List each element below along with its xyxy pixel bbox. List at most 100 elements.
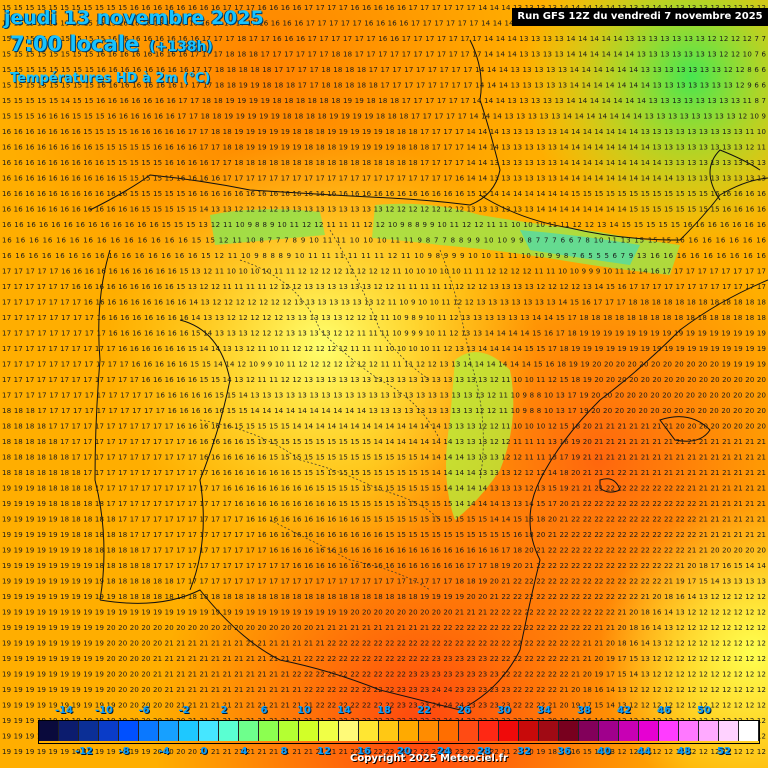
color-scale-swatch	[379, 721, 399, 741]
color-scale-label: 50	[697, 705, 711, 716]
color-scale-label: 52	[717, 746, 731, 757]
color-scale-label: 34	[537, 705, 551, 716]
map-value-row: 19 19 19 19 19 19 19 19 19 20 20 20 20 2…	[2, 624, 766, 632]
color-scale-swatch	[399, 721, 419, 741]
color-scale-label: 18	[377, 705, 391, 716]
color-scale-swatch	[699, 721, 719, 741]
color-scale-label: -12	[74, 746, 94, 757]
color-scale-swatch	[339, 721, 359, 741]
map-value-row: 17 17 17 17 17 17 17 17 17 16 16 16 16 1…	[2, 330, 766, 338]
map-value-row: 19 19 19 18 18 18 18 18 17 17 17 17 17 1…	[2, 485, 766, 493]
color-scale-label: 38	[577, 705, 591, 716]
color-scale-swatch	[139, 721, 159, 741]
color-scale-swatch	[519, 721, 539, 741]
map-value-row: 16 16 16 16 16 16 16 16 16 16 16 16 16 1…	[2, 237, 767, 245]
map-value-row: 19 19 19 19 19 19 18 18 18 18 18 17 17 1…	[2, 531, 766, 539]
color-scale-label: -4	[158, 746, 170, 757]
map-value-row: 19 19 19 19 19 19 19 19 19 19 20 20 20 2…	[2, 702, 766, 710]
color-scale-label: 42	[617, 705, 631, 716]
lead-time: (+138h)	[149, 39, 213, 55]
map-value-row: 15 15 15 15 15 15 15 15 16 16 16 16 16 1…	[2, 82, 767, 90]
map-value-row: 16 16 16 16 16 16 16 16 16 16 16 15 15 1…	[2, 190, 767, 198]
color-scale-label: 30	[497, 705, 511, 716]
color-scale-label: 32	[517, 746, 531, 757]
color-scale-swatch	[299, 721, 319, 741]
color-scale-label: 4	[240, 746, 248, 757]
color-scale-swatch	[259, 721, 279, 741]
map-value-row: 17 17 17 17 17 17 16 16 16 16 16 16 16 1…	[2, 283, 766, 291]
map-value-row: 15 15 15 15 15 15 15 15 16 16 16 16 16 1…	[2, 51, 767, 59]
map-value-row: 18 18 18 18 18 18 18 17 17 17 17 17 17 1…	[2, 469, 766, 477]
color-scale-label: 22	[417, 705, 431, 716]
color-scale-swatch	[659, 721, 679, 741]
forecast-date: jeudi 13 novembre 2025	[4, 7, 264, 29]
map-value-row: 15 15 15 15 15 15 15 15 15 15 15 16 16 1…	[2, 4, 766, 12]
map-value-row: 18 18 18 18 17 17 17 17 17 17 17 17 17 1…	[2, 423, 766, 431]
map-value-row: 17 17 17 17 17 17 17 17 17 17 17 17 17 1…	[2, 392, 766, 400]
map-value-row: 15 15 15 15 15 15 15 15 16 16 16 16 16 1…	[2, 66, 767, 74]
color-scale-swatch	[99, 721, 119, 741]
color-scale-label: 10	[297, 705, 311, 716]
map-value-row: 19 19 19 19 19 19 19 18 18 18 18 18 17 1…	[2, 547, 766, 555]
color-scale-swatch	[79, 721, 99, 741]
color-scale-label: 28	[477, 746, 491, 757]
color-scale-swatch	[539, 721, 559, 741]
map-value-row: 18 18 18 17 17 17 17 17 17 17 17 17 17 1…	[2, 407, 766, 415]
color-scale-label: 48	[677, 746, 691, 757]
color-scale-swatch	[679, 721, 699, 741]
color-scale-label: -2	[178, 705, 190, 716]
map-value-row: 19 19 19 19 18 18 18 18 18 17 17 17 17 1…	[2, 500, 766, 508]
map-value-row: 19 19 19 19 19 19 19 19 19 19 18 18 18 1…	[2, 593, 766, 601]
map-value-row: 15 15 15 15 15 15 15 15 15 15 16 16 16 1…	[2, 20, 766, 28]
color-scale-swatch	[619, 721, 639, 741]
map-value-row: 16 16 16 16 16 16 16 16 16 16 16 16 16 1…	[2, 221, 767, 229]
map-value-row: 17 17 17 17 17 17 17 17 17 17 16 16 16 1…	[2, 345, 766, 353]
parameter-title: Températures HD à 2m (°C)	[10, 71, 211, 86]
color-scale-swatch	[319, 721, 339, 741]
color-scale	[38, 720, 760, 744]
map-value-row: 16 16 16 16 16 16 16 15 15 15 15 16 16 1…	[2, 128, 766, 136]
color-scale-swatch	[599, 721, 619, 741]
map-value-row: 17 17 17 17 17 16 16 16 16 16 16 16 16 1…	[2, 268, 766, 276]
map-value-row: 17 17 17 17 17 17 17 17 17 17 17 17 16 1…	[2, 376, 766, 384]
color-scale-swatch	[119, 721, 139, 741]
color-scale-label: -8	[118, 746, 130, 757]
map-value-row: 16 16 16 16 16 16 16 16 16 16 16 16 15 1…	[2, 206, 767, 214]
color-scale-label: 24	[437, 746, 451, 757]
color-scale-swatch	[419, 721, 439, 741]
map-value-row: 17 17 17 17 17 17 17 17 17 17 17 16 16 1…	[2, 361, 766, 369]
map-value-row: 16 16 16 16 16 16 16 16 16 15 15 15 15 1…	[2, 159, 766, 167]
map-value-row: 17 17 17 17 17 17 17 17 16 16 16 16 16 1…	[2, 314, 766, 322]
color-scale-label: 12	[317, 746, 331, 757]
map-value-row: 19 19 19 19 19 19 19 19 18 18 18 18 18 1…	[2, 562, 767, 570]
map-value-row: 18 18 18 18 18 17 17 17 17 17 17 17 17 1…	[2, 438, 766, 446]
map-value-row: 19 19 19 19 19 19 19 19 19 20 20 20 20 2…	[2, 671, 766, 679]
color-scale-label: 46	[657, 705, 671, 716]
color-scale-swatch	[279, 721, 299, 741]
color-scale-swatch	[59, 721, 79, 741]
color-scale-swatch	[359, 721, 379, 741]
color-scale-swatch	[39, 721, 59, 741]
color-scale-swatch	[239, 721, 259, 741]
color-scale-label: 6	[260, 705, 268, 716]
color-scale-label: 8	[280, 746, 288, 757]
color-scale-swatch	[479, 721, 499, 741]
color-scale-label: 36	[557, 746, 571, 757]
map-value-row: 19 19 19 19 19 19 19 19 19 19 19 19 19 2…	[2, 748, 766, 756]
map-value-row: 16 16 16 16 16 16 16 16 16 16 16 16 16 1…	[2, 252, 767, 260]
color-scale-swatch	[579, 721, 599, 741]
map-value-row: 19 19 19 19 19 19 19 19 19 18 18 18 18 1…	[2, 578, 766, 586]
color-scale-swatch	[459, 721, 479, 741]
color-scale-swatch	[439, 721, 459, 741]
map-value-row: 19 19 19 19 19 19 19 19 19 20 20 20 20 2…	[2, 640, 766, 648]
map-value-row: 19 19 19 19 19 19 19 19 19 20 20 20 20 2…	[2, 655, 766, 663]
map-value-row: 16 16 16 16 16 16 16 16 16 16 15 15 15 1…	[2, 175, 766, 183]
map-value-row: 19 19 19 19 19 18 18 18 18 18 17 17 17 1…	[2, 516, 766, 524]
color-scale-label: 2	[220, 705, 228, 716]
map-value-row: 19 19 19 19 19 19 19 19 19 20 20 20 20 2…	[2, 686, 766, 694]
map-value-row: 16 16 16 16 16 16 16 16 15 15 15 15 15 1…	[2, 144, 766, 152]
color-scale-swatch	[719, 721, 739, 741]
color-scale-swatch	[639, 721, 659, 741]
